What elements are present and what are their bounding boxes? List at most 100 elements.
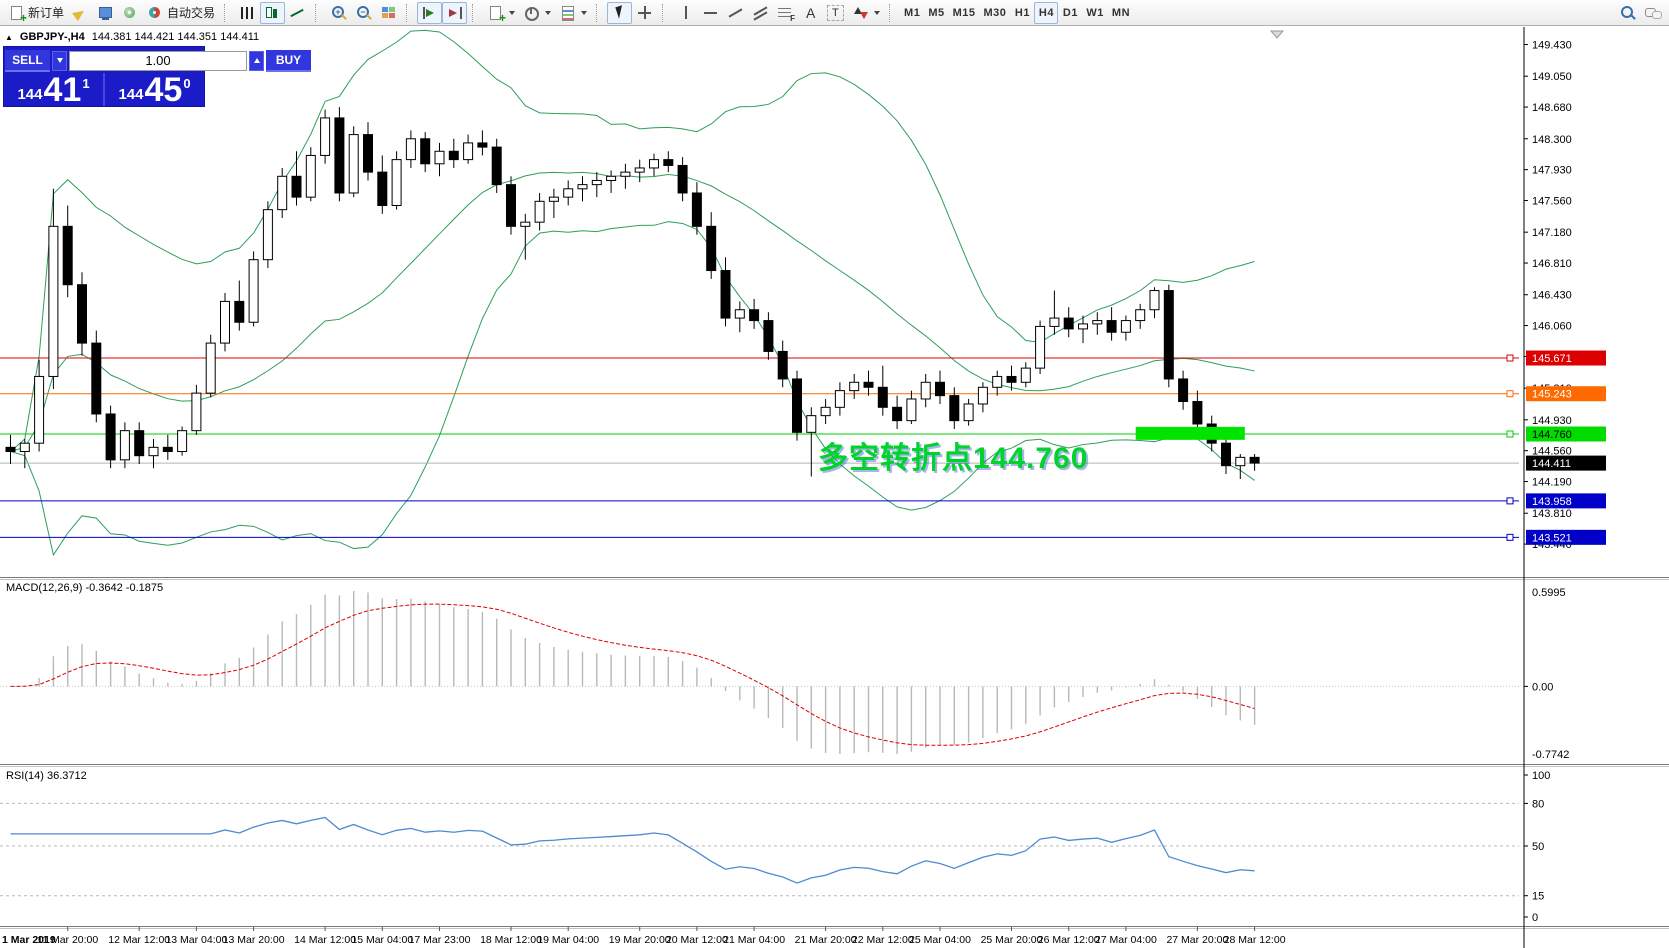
time-axis-label: 17 Mar 23:00 [409,934,471,946]
price-level-lines[interactable] [0,354,1519,541]
zoom-out-icon [355,5,372,21]
volume-input[interactable] [69,50,247,71]
bar-chart-button[interactable] [235,2,260,24]
new-order-button[interactable]: 新订单 [4,2,68,24]
time-axis-label: 22 Mar 12:00 [852,934,914,946]
timeframe-m15-button[interactable]: M15 [949,2,980,24]
time-axis-label: 21 Mar 04:00 [723,934,785,946]
macd-pane [0,591,1519,754]
zoom-in-icon [330,5,347,21]
buy-price[interactable]: 144 45 0 [103,71,204,109]
templates-button[interactable] [555,2,591,24]
search-icon [1619,5,1636,21]
periods-button[interactable] [519,2,555,24]
main-toolbar: 新订单 自动交易 M1 M5 M15 M30 H1 H4 D1 W1 MN [0,0,1669,26]
level-handle[interactable] [1506,533,1514,541]
rsi-axis-label: 15 [1532,891,1544,903]
price-badge-label: 145.671 [1532,353,1572,365]
search-button[interactable] [1615,2,1640,24]
zoom-out-button[interactable] [351,2,376,24]
timeframe-m30-button[interactable]: M30 [980,2,1011,24]
timeframe-m1-button[interactable]: M1 [900,2,924,24]
horizontal-line-button[interactable] [698,2,723,24]
cursor-button[interactable] [607,1,633,24]
timeframe-m5-button[interactable]: M5 [924,2,948,24]
timeframe-label: MN [1111,6,1131,19]
time-axis-label: 14 Mar 12:00 [294,934,356,946]
text-button[interactable] [798,2,823,24]
text-label-button[interactable] [823,2,848,24]
toolbar-separator [472,3,479,22]
price-axis-label: 146.060 [1532,321,1572,333]
tile-windows-button[interactable] [376,2,401,24]
sell-price[interactable]: 144 41 1 [4,73,103,107]
fibonacci-retracement-button[interactable] [773,2,798,24]
templates-icon [559,5,576,21]
buy-price-pips: 45 [144,71,183,109]
trendline-button[interactable] [723,2,748,24]
collapse-quote-icon[interactable]: ▲ [5,32,13,42]
dropdown-caret-icon [581,10,588,15]
rsi-axis-label: 100 [1532,770,1550,782]
chart-text-annotation[interactable]: 多空转折点144.760 [818,442,1089,475]
sell-button[interactable]: SELL [5,49,50,72]
crosshair-icon [636,4,654,21]
timeframe-label: H1 [1014,6,1030,19]
price-axis[interactable]: 149.430 149.050 148.680 148.300 147.930 147.5… [1523,27,1606,948]
chart-canvas[interactable]: 149.430 149.050 148.680 148.300 147.930 147.5… [0,27,1669,948]
chat-button[interactable] [1640,2,1665,24]
timeframe-mn-button[interactable]: MN [1108,2,1134,24]
signals-icon [122,5,139,21]
equidistant-channel-button[interactable] [748,2,773,24]
candlestick-chart-button[interactable] [260,1,286,24]
chart-end-marker-icon[interactable] [1269,30,1285,39]
vertical-line-button[interactable] [673,2,698,24]
price-axis-label: 149.050 [1532,71,1572,83]
price-badge-label: 144.411 [1532,458,1571,470]
highlight-rectangle[interactable] [1135,426,1245,440]
timeframe-label: M1 [904,6,921,19]
timeframe-h4-button[interactable]: H4 [1034,1,1059,24]
periods-icon [523,5,540,21]
sell-price-figure: 144 [17,86,43,103]
timeframe-d1-button[interactable]: D1 [1058,2,1082,24]
time-axis-label: 18 Mar 12:00 [480,934,542,946]
toolbar-separator [224,3,231,22]
macd-axis-label: 0.00 [1532,681,1553,693]
level-handle[interactable] [1506,497,1514,505]
rsi-axis-label: 80 [1532,798,1544,810]
auto-scroll-button[interactable] [417,1,443,24]
dropdown-caret-icon [545,10,552,15]
zoom-in-button[interactable] [326,2,351,24]
time-axis-label: 15 Mar 04:00 [351,934,413,946]
mql-community-button[interactable] [68,2,93,24]
signals-button[interactable] [118,2,143,24]
buy-price-figure: 144 [118,86,144,103]
volume-increase-button[interactable] [249,50,264,71]
indicators-button[interactable] [483,2,519,24]
buy-button[interactable]: BUY [266,49,311,72]
autotrading-button[interactable]: 自动交易 [143,2,219,24]
level-handle[interactable] [1506,430,1514,438]
timeframe-h1-button[interactable]: H1 [1010,2,1034,24]
up-arrow-icon [253,58,260,63]
rsi-line [10,816,1255,884]
volume-decrease-button[interactable] [52,50,67,71]
price-axis-label: 147.930 [1532,165,1572,177]
charts-window-button[interactable] [93,2,118,24]
timeframe-w1-button[interactable]: W1 [1082,2,1108,24]
chart-shift-button[interactable] [442,1,468,24]
arrows-button[interactable] [848,2,884,24]
timeframe-label: M5 [928,6,945,19]
bar-chart-icon [239,5,256,21]
level-handle[interactable] [1506,390,1514,398]
crosshair-button[interactable] [632,2,657,24]
price-axis-label: 146.810 [1532,258,1572,270]
line-chart-button[interactable] [285,2,310,24]
price-axis-label: 147.560 [1532,195,1572,207]
symbol-period-label: GBPJPY-,H4 [19,31,85,43]
new-order-icon [8,5,27,24]
level-handle[interactable] [1506,354,1514,362]
